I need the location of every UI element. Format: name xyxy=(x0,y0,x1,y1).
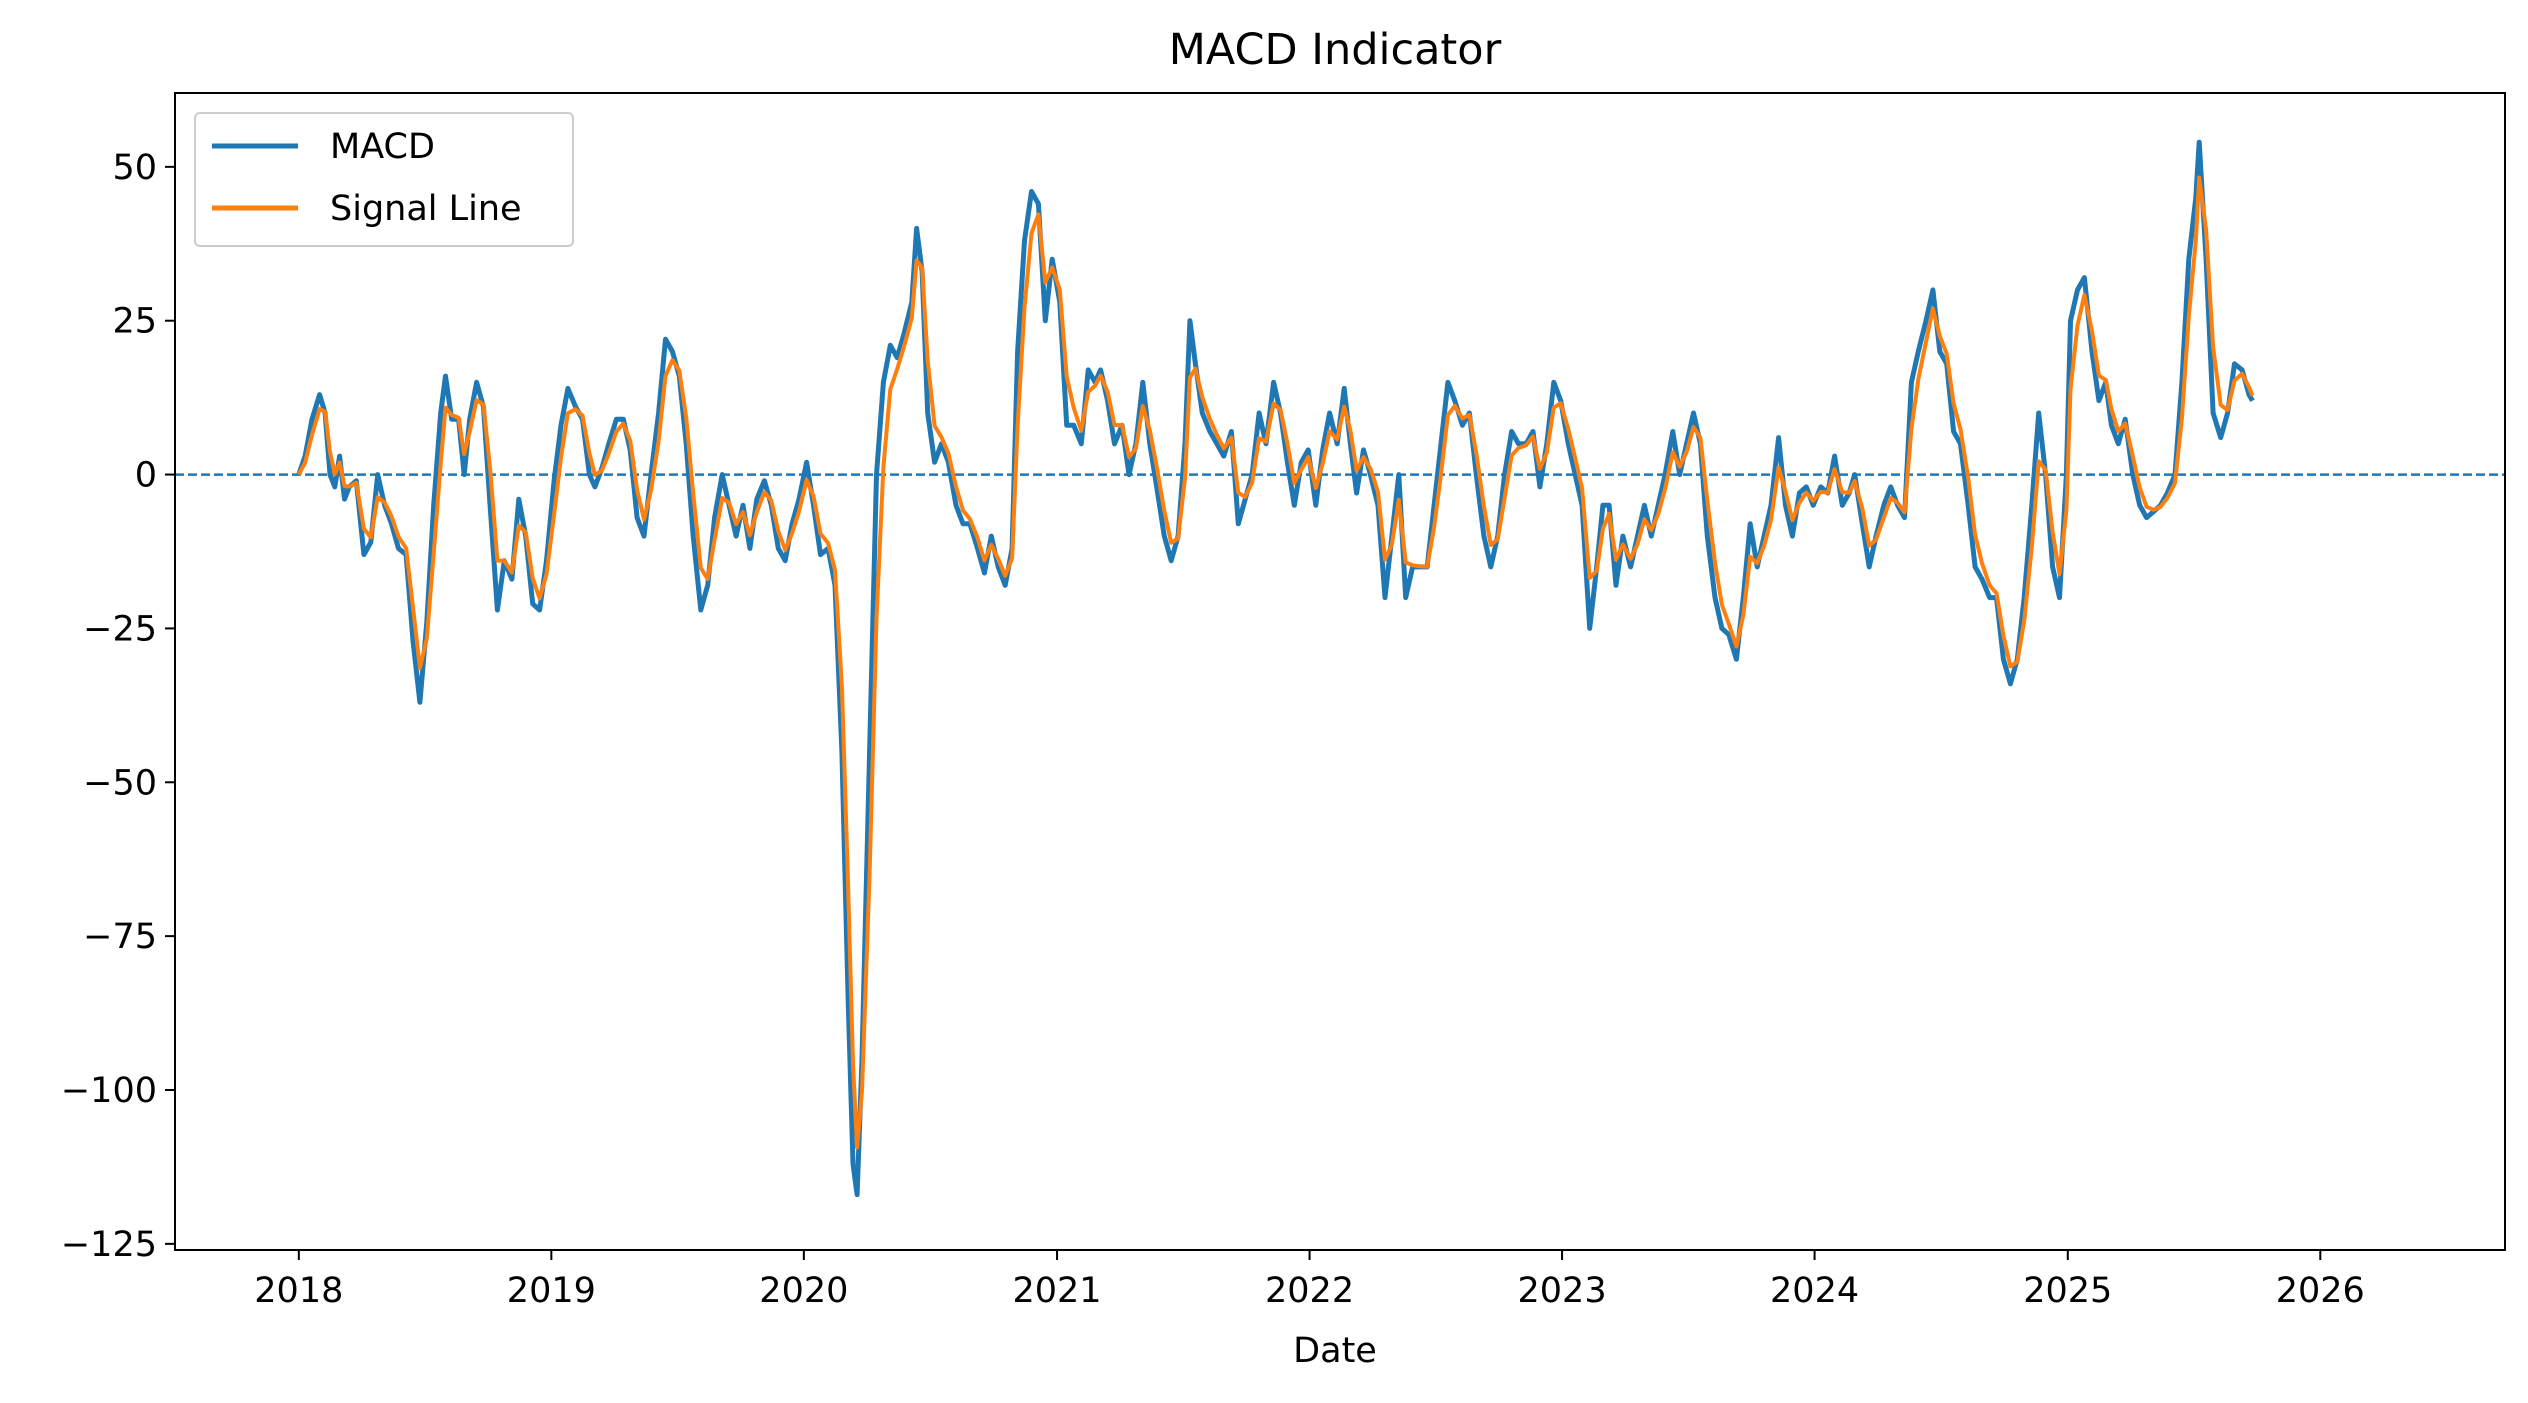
macd-series-line xyxy=(296,139,2255,1198)
y-tick-label: −50 xyxy=(83,763,157,803)
plot-area xyxy=(175,139,2505,1198)
x-tick-label: 2019 xyxy=(507,1271,596,1311)
y-tick-label: −25 xyxy=(83,609,157,649)
signal-series-line xyxy=(297,175,2255,1150)
axes: 50 25 0 −25 −50 −75 −100 −125 2018 2019 2020 2021 20… xyxy=(61,92,2506,1311)
chart-title: MACD Indicator xyxy=(1169,25,1502,75)
x-tick-label: 2022 xyxy=(1265,1271,1354,1311)
x-tick-label: 2021 xyxy=(1013,1271,1102,1311)
y-tick-label: −125 xyxy=(61,1225,157,1265)
x-tick-label: 2025 xyxy=(2023,1271,2112,1311)
x-axis-label: Date xyxy=(1293,1331,1377,1371)
x-tick-label: 2024 xyxy=(1770,1271,1859,1311)
x-tick-label: 2018 xyxy=(254,1271,343,1311)
y-tick-label: 25 xyxy=(112,302,157,342)
x-tick-label: 2020 xyxy=(759,1271,848,1311)
x-tick-label: 2023 xyxy=(1518,1271,1607,1311)
series-layer xyxy=(175,139,2505,1198)
y-tick-label: −75 xyxy=(83,917,157,957)
y-tick-label: 0 xyxy=(135,456,157,496)
legend: MACD Signal Line xyxy=(194,112,574,247)
legend-label: MACD xyxy=(330,127,435,167)
y-tick-label: 50 xyxy=(112,148,157,188)
legend-label: Signal Line xyxy=(330,189,522,229)
plot-frame xyxy=(174,92,2506,1251)
x-tick-label: 2026 xyxy=(2276,1271,2365,1311)
y-tick-label: −100 xyxy=(61,1071,157,1111)
